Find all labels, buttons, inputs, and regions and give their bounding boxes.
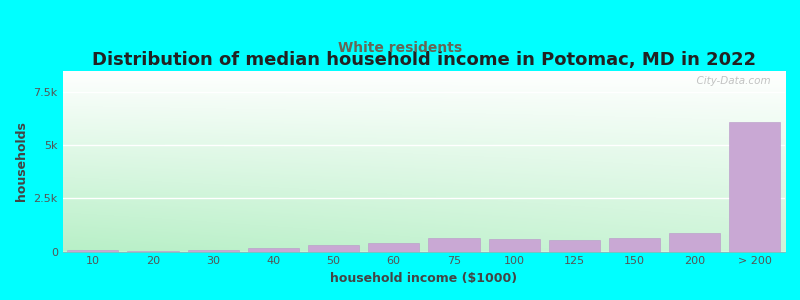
Bar bbox=[669, 233, 720, 252]
Bar bbox=[368, 244, 419, 252]
Y-axis label: households: households bbox=[15, 121, 28, 201]
Bar bbox=[428, 238, 479, 252]
Bar bbox=[730, 122, 781, 252]
X-axis label: household income ($1000): household income ($1000) bbox=[330, 272, 518, 285]
Bar bbox=[489, 239, 540, 252]
Text: White residents: White residents bbox=[338, 40, 462, 55]
Text: City-Data.com: City-Data.com bbox=[690, 76, 770, 86]
Bar bbox=[67, 250, 118, 252]
Bar bbox=[609, 238, 660, 252]
Bar bbox=[127, 251, 178, 252]
Bar bbox=[187, 250, 238, 252]
Bar bbox=[308, 245, 359, 252]
Title: Distribution of median household income in Potomac, MD in 2022: Distribution of median household income … bbox=[92, 51, 756, 69]
Bar bbox=[248, 248, 299, 252]
Bar bbox=[549, 240, 600, 252]
